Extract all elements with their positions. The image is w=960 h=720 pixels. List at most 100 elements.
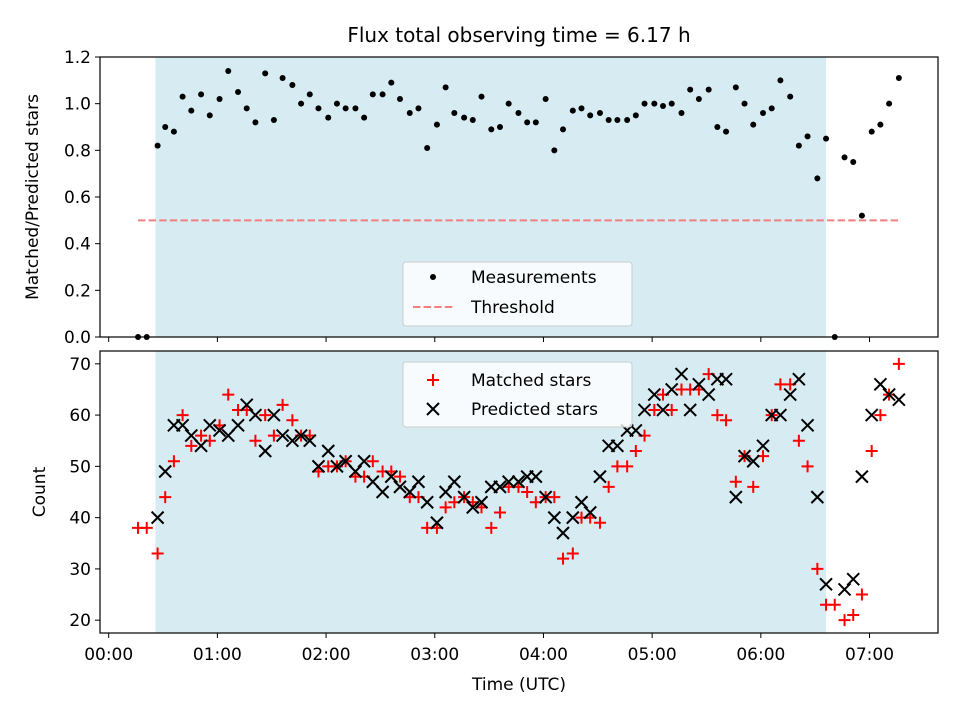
matched-star-point [259,409,272,422]
measurement-point [569,107,576,114]
predicted-star-point [447,475,462,489]
measurement-point [587,112,594,119]
predicted-star-point [303,434,317,448]
predicted-star-point [692,377,706,392]
predicted-star-point [231,418,245,433]
matched-star-point [393,470,406,483]
matched-star-point [828,598,841,611]
matched-star-point [892,357,905,370]
top-y-tick-label: 0.4 [64,235,91,255]
predicted-star-point [466,500,480,515]
matched-star-point [366,455,379,468]
measurement-point [415,105,422,112]
predicted-star-point [175,418,190,433]
matched-star-point [286,414,299,427]
predicted-star-point [674,367,689,381]
measurement-point [188,107,195,114]
measurement-point [433,121,440,128]
matched-star-point [838,614,851,627]
legend-measurements-marker [430,274,436,280]
measurement-point [787,93,794,100]
predicted-star-point [819,577,833,591]
predicted-star-point [212,423,227,438]
predicted-star-point [792,372,806,386]
bottom-legend-box [402,361,633,428]
predicted-star-point [566,510,580,525]
predicted-star-point [729,490,743,504]
predicted-star-point [873,377,888,392]
measurement-point [877,121,884,128]
measurement-point [262,70,269,77]
bottom-axes-frame [99,350,939,634]
measurement-point [179,93,186,100]
predicted-star-point [656,403,670,417]
matched-star-point [855,588,868,601]
measurement-point [668,100,675,107]
predicted-star-point [511,475,526,489]
predicted-star-point [375,485,390,499]
predicted-star-point [610,439,625,453]
measurement-point [270,117,277,123]
measurement-point [641,100,648,107]
measurement-point [714,124,721,130]
matched-star-point [195,429,208,442]
predicted-star-point [474,495,489,509]
matched-star-point [185,439,198,452]
predicted-star-point [203,418,217,433]
predicted-star-point [583,505,597,520]
bottom-y-axis-ticks: 20 30 40 50 60 70 [69,355,100,631]
bottom-y-tick-label: 50 [69,457,91,477]
measurement-point [170,128,177,135]
matched-star-point [222,388,235,401]
predicted-star-point [258,444,272,458]
measurement-point [478,93,485,100]
matched-star-point [159,491,172,504]
bottom-y-tick-label: 20 [69,611,91,631]
bottom-y-axis-label: Count [30,466,50,517]
top-y-tick-label: 1.2 [64,48,91,68]
measurement-point [442,84,449,91]
measurement-point [795,142,802,149]
bottom-y-tick-label: 40 [69,509,91,529]
measurement-point [379,91,386,98]
matched-star-point [548,491,561,504]
predicted-star-point [403,485,417,499]
legend-matched-label: Matched stars [471,371,591,391]
measurement-point [505,100,512,107]
measurement-point [333,100,340,107]
measurement-point [614,117,621,123]
measurement-point [841,154,848,161]
measurement-point [804,133,811,140]
measurement-point [524,119,531,126]
measurement-point [750,121,757,128]
predicted-star-point [547,510,562,525]
measurement-point [515,110,522,116]
top-axes-frame [99,56,939,338]
matched-star-point [648,403,661,416]
measurement-point [886,100,893,107]
bottom-x-tick-label: 03:00 [410,645,459,665]
measurement-point [315,105,322,112]
measurement-point [814,175,821,182]
matched-star-point [593,516,606,529]
matched-star-point [521,486,534,498]
bottom-panel: 20 30 40 50 60 70 00:00 01:00 02:00 03:00 04:00 05… [30,350,939,695]
bottom-y-tick-label: 60 [69,406,91,426]
top-y-tick-label: 0.6 [64,188,91,208]
measurement-point [388,79,395,86]
measurement-point [705,86,712,93]
measurement-point [154,142,161,149]
predicted-star-point [384,469,398,484]
predicted-star-point [882,387,896,402]
measurement-point [325,114,332,121]
measurement-point [868,128,875,135]
predicted-stars-series [150,367,906,597]
predicted-star-point [800,418,815,433]
predicted-star-point [430,516,444,530]
top-panel: 0.0 0.2 0.4 0.6 0.8 1.0 1.2 Matched/Predicted … [23,48,939,348]
matched-star-point [847,609,860,622]
measurement-point [162,124,169,130]
measurement-point [624,117,631,123]
predicted-star-point [629,423,643,438]
measurement-point [361,114,368,121]
